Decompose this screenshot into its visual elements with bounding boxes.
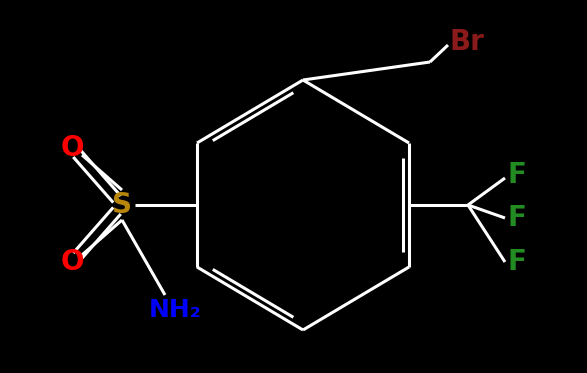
Text: O: O	[60, 248, 84, 276]
Text: Br: Br	[450, 28, 485, 56]
Text: S: S	[112, 191, 132, 219]
Text: NH₂: NH₂	[149, 298, 201, 322]
Text: F: F	[508, 204, 527, 232]
Text: O: O	[60, 134, 84, 162]
Text: F: F	[508, 248, 527, 276]
Text: F: F	[508, 161, 527, 189]
